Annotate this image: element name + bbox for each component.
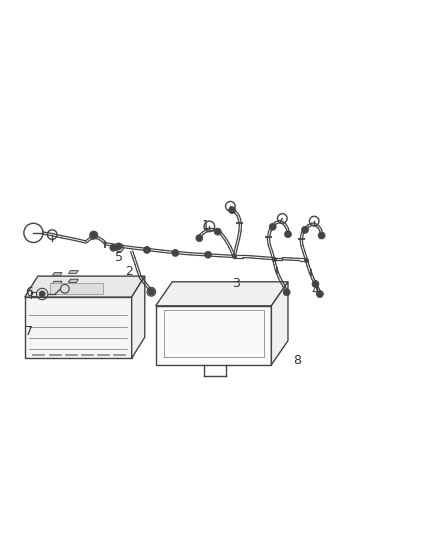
Circle shape [90, 231, 97, 239]
Polygon shape [155, 282, 288, 306]
Circle shape [39, 291, 45, 297]
Text: 5: 5 [115, 251, 123, 264]
Polygon shape [52, 272, 62, 276]
Circle shape [312, 280, 319, 287]
Circle shape [316, 290, 323, 297]
Circle shape [301, 227, 308, 233]
Text: 3: 3 [233, 278, 240, 290]
Circle shape [172, 249, 179, 256]
Polygon shape [25, 276, 145, 297]
Polygon shape [68, 279, 78, 282]
Circle shape [110, 244, 117, 251]
Circle shape [229, 207, 236, 214]
Text: 2: 2 [126, 265, 134, 278]
Polygon shape [25, 297, 132, 358]
Circle shape [196, 235, 203, 241]
Text: 1: 1 [202, 219, 210, 231]
Polygon shape [132, 276, 145, 358]
Circle shape [283, 289, 290, 296]
Circle shape [269, 223, 276, 230]
Polygon shape [68, 271, 78, 273]
Circle shape [144, 246, 150, 253]
Polygon shape [52, 281, 62, 285]
Circle shape [115, 243, 122, 250]
Circle shape [148, 288, 155, 295]
Text: 6: 6 [25, 286, 33, 299]
Polygon shape [155, 306, 272, 365]
Polygon shape [272, 282, 288, 365]
Circle shape [205, 251, 212, 258]
Bar [50, 284, 103, 294]
Text: 8: 8 [293, 354, 302, 367]
Circle shape [285, 231, 291, 238]
Text: 4: 4 [311, 284, 319, 297]
Circle shape [214, 228, 221, 235]
Circle shape [318, 232, 325, 239]
Text: 7: 7 [25, 326, 33, 338]
